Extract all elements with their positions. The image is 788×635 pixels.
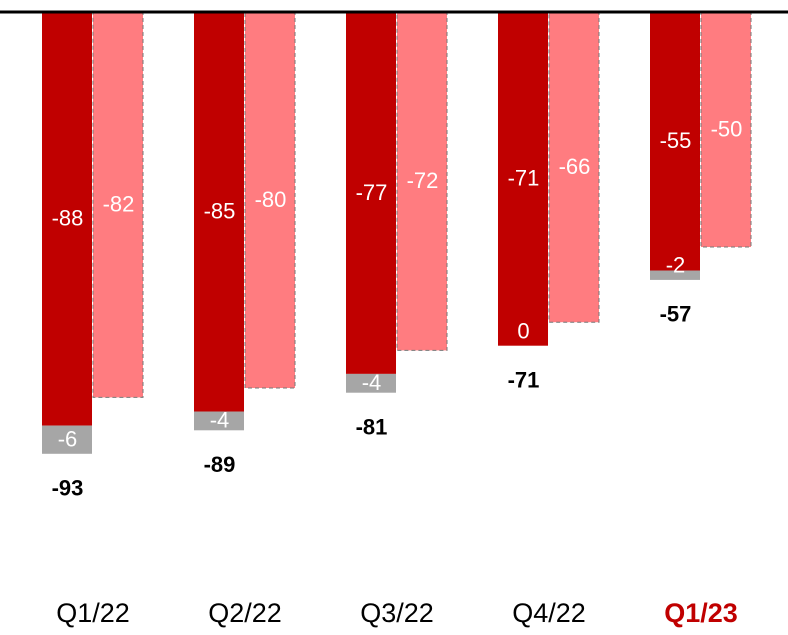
bar-segment (346, 373, 396, 393)
total-label: -57 (660, 302, 692, 327)
data-label: -2 (666, 253, 686, 278)
bar-segment (700, 11, 752, 248)
total-label: -81 (356, 415, 388, 440)
data-label: -71 (508, 166, 540, 191)
data-label: -50 (711, 116, 743, 141)
x-tick-label: Q1/23 (664, 598, 738, 628)
data-label: -4 (362, 370, 382, 395)
x-tick-label: Q2/22 (208, 598, 282, 628)
data-label: -72 (407, 168, 439, 193)
data-label: -4 (210, 408, 230, 433)
bar-segment (548, 11, 600, 323)
data-label: -55 (660, 128, 692, 153)
total-label: -89 (204, 452, 236, 477)
data-label: -88 (52, 206, 84, 231)
bar-segment (650, 12, 700, 271)
x-tick-label: Q4/22 (512, 598, 586, 628)
data-label: -80 (255, 187, 287, 212)
bar-segment (194, 12, 244, 412)
data-label: -82 (103, 192, 135, 217)
bar-segment (650, 270, 700, 280)
bar-segment (396, 11, 448, 351)
x-tick-label: Q1/22 (56, 598, 130, 628)
data-label: -6 (58, 427, 78, 452)
bar-segment (194, 411, 244, 431)
data-label: -77 (356, 180, 388, 205)
bar-segment (92, 11, 144, 398)
total-label: -93 (52, 476, 84, 501)
data-label: -66 (559, 154, 591, 179)
bar-segment (42, 12, 92, 426)
bar-segment (42, 425, 92, 454)
data-label: 0 (517, 319, 529, 344)
bar-segment (346, 12, 396, 374)
total-label: -71 (508, 368, 540, 393)
data-label: -85 (204, 199, 236, 224)
x-tick-label: Q3/22 (360, 598, 434, 628)
bar-segment (498, 12, 548, 346)
